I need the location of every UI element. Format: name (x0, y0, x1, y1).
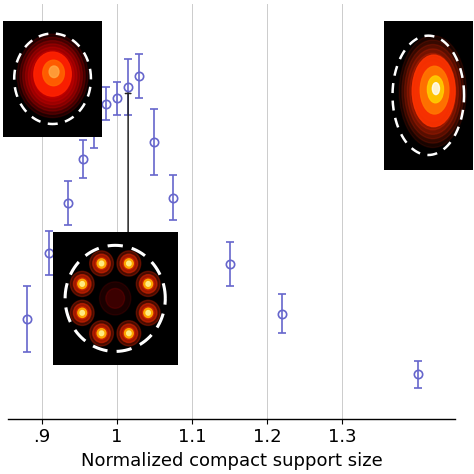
X-axis label: Normalized compact support size: Normalized compact support size (81, 452, 383, 470)
Text: B: B (110, 316, 124, 334)
